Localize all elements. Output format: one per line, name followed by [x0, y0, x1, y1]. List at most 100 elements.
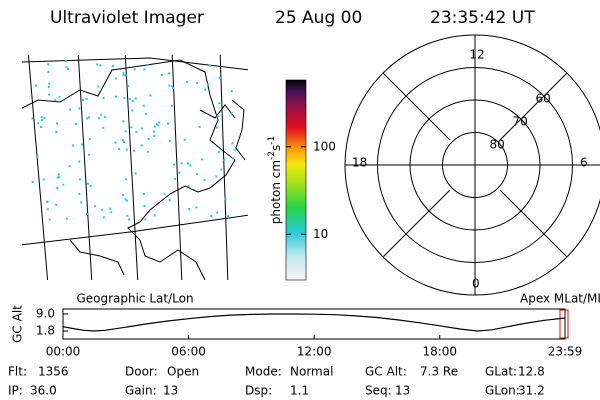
pixel: [134, 97, 137, 100]
pixel: [216, 211, 219, 214]
pixel: [219, 76, 222, 79]
pixel: [204, 88, 207, 91]
pixel: [125, 199, 128, 202]
pixel: [31, 181, 34, 184]
pixel: [103, 116, 106, 119]
pixel: [124, 74, 127, 77]
pixel: [78, 107, 81, 110]
pixel: [94, 205, 97, 208]
mlt-label: 18: [352, 156, 367, 170]
pixel: [31, 117, 34, 120]
pixel: [134, 172, 137, 175]
pixel: [42, 178, 45, 181]
pixel: [57, 173, 60, 176]
pixel: [168, 84, 171, 87]
ring: [409, 99, 541, 231]
pixel: [195, 173, 198, 176]
pixel: [169, 139, 172, 142]
pixel: [153, 214, 156, 217]
pixel: [183, 138, 186, 141]
pixel: [111, 65, 114, 68]
map: [22, 55, 248, 280]
ring: [442, 132, 508, 198]
pixel: [88, 153, 91, 156]
pixel: [171, 85, 174, 88]
pixel: [188, 207, 191, 210]
pixel: [96, 63, 99, 66]
pixel: [156, 124, 159, 127]
status-label: Mode:: [245, 365, 282, 379]
colorbar: [285, 79, 307, 281]
ring: [344, 34, 600, 296]
pixel: [130, 126, 133, 129]
pixel: [85, 97, 88, 100]
pixel: [68, 165, 71, 168]
pixel: [128, 97, 131, 100]
pixel: [161, 73, 164, 76]
unit: photon cm: [269, 160, 283, 224]
pixel: [123, 141, 126, 144]
pixel: [146, 63, 149, 66]
pixel: [198, 125, 201, 128]
date: 25 Aug 00: [275, 8, 362, 28]
status-value: 7.3 Re: [420, 365, 458, 379]
pixel: [216, 115, 219, 118]
pixel: [118, 148, 121, 151]
pixel: [78, 192, 81, 195]
pixel: [124, 198, 127, 201]
pixel: [67, 68, 70, 71]
pixel: [231, 157, 234, 160]
pixel: [153, 135, 156, 138]
pixel: [86, 117, 89, 120]
pixel: [144, 218, 147, 221]
pixel: [171, 104, 174, 107]
pixel: [187, 185, 190, 188]
pixel: [153, 125, 156, 128]
pixel: [140, 127, 143, 130]
mlt-label: 6: [580, 156, 588, 170]
pixel: [78, 160, 81, 163]
pixel: [36, 156, 39, 159]
pixel: [48, 82, 51, 85]
pixel: [122, 194, 125, 197]
pixel: [207, 83, 210, 86]
status-label: GLon:: [485, 384, 520, 398]
pixel: [97, 85, 100, 88]
pixel: [56, 122, 59, 125]
pixel: [48, 93, 51, 96]
map-label: Geographic Lat/Lon: [76, 292, 193, 306]
pixel: [82, 98, 85, 101]
pixel: [168, 72, 171, 75]
pixel: [86, 182, 89, 185]
current-time-marker: [559, 309, 569, 339]
pixel: [124, 130, 127, 133]
tick-label: 10: [313, 227, 328, 241]
pixel: [149, 94, 152, 97]
altitude-line: [62, 313, 566, 332]
pixel: [114, 141, 117, 144]
status-value: 13: [395, 384, 410, 398]
pixel: [223, 159, 226, 162]
pixel: [46, 208, 49, 211]
status-value: Open: [167, 365, 199, 379]
pixel: [153, 130, 156, 133]
pixel: [99, 64, 102, 67]
pixel: [56, 176, 59, 179]
pixel: [65, 217, 68, 220]
x-tick-label: 00:00: [46, 345, 81, 359]
pixel: [132, 149, 135, 152]
pixel: [100, 113, 103, 116]
pixel: [216, 126, 219, 129]
pixel: [48, 218, 51, 221]
status-value: 1356: [38, 365, 69, 379]
pixel: [227, 215, 230, 218]
pixel: [166, 122, 169, 125]
y-tick-label: 9.0: [36, 306, 55, 320]
pixel: [65, 65, 68, 68]
pixel: [186, 162, 189, 165]
pixel: [122, 120, 125, 123]
status-label: Flt:: [8, 365, 27, 379]
pixel: [37, 122, 40, 125]
pixel: [217, 150, 220, 153]
mlt-label: 0: [472, 277, 480, 291]
